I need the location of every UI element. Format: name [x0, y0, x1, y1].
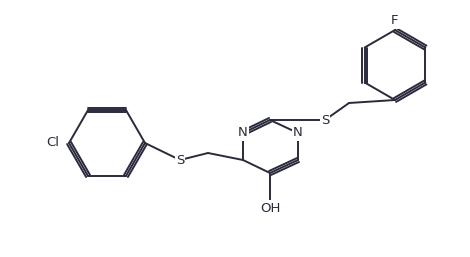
Text: F: F	[391, 14, 399, 27]
Text: S: S	[176, 153, 184, 167]
Text: N: N	[293, 126, 303, 140]
Text: S: S	[321, 114, 329, 126]
Text: OH: OH	[260, 201, 280, 215]
Text: Cl: Cl	[46, 136, 59, 150]
Text: N: N	[238, 126, 248, 140]
